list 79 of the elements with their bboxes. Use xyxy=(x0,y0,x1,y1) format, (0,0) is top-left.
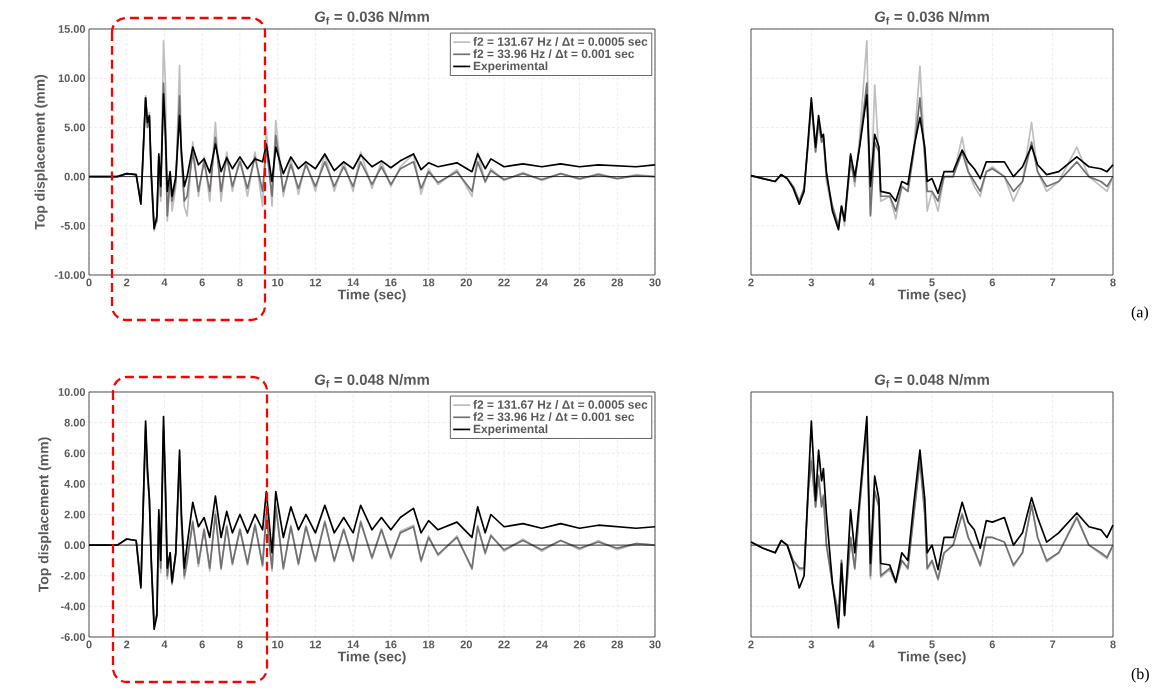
x-axis-title: Time (sec) xyxy=(897,289,966,303)
y-tick-label: -10.00 xyxy=(54,271,86,279)
y-tick-label: 4.00 xyxy=(64,480,86,488)
y-tick-label: 2.00 xyxy=(64,510,86,519)
x-tick-label: 18 xyxy=(423,278,435,287)
text: (a) xyxy=(1131,306,1148,321)
legend-label: f2 = 33.96 Hz / Δt = 0.001 sec xyxy=(473,412,635,422)
x-tick-label: 2 xyxy=(124,640,130,649)
y-tick-label: 6.00 xyxy=(64,449,86,458)
y-tick-label: 10.00 xyxy=(58,388,86,396)
x-tick-label: 2 xyxy=(748,640,754,649)
chart-title: G$_{f}$ = 0.048 N/mm xyxy=(314,374,429,388)
y-tick-label: 15.00 xyxy=(58,25,86,33)
chart-title: G$_{f}$ = 0.036 N/mm xyxy=(314,11,429,25)
x-tick-label: 12 xyxy=(310,640,322,649)
y-tick-label: -5.00 xyxy=(60,221,86,230)
x-tick-label: 22 xyxy=(498,640,510,649)
x-tick-label: 10 xyxy=(272,278,284,287)
x-tick-label: 5 xyxy=(929,278,935,287)
x-tick-label: 8 xyxy=(1110,640,1116,649)
x-axis-title: Time (sec) xyxy=(337,289,406,303)
chart-title: G$_{f}$ = 0.036 N/mm xyxy=(874,11,989,25)
legend-label: f2 = 131.67 Hz / Δt = 0.0005 sec xyxy=(473,37,648,46)
y-tick-label: -4.00 xyxy=(60,602,86,611)
x-tick-label: 2 xyxy=(124,278,130,287)
x-tick-label: 4 xyxy=(161,640,168,649)
x-tick-label: 8 xyxy=(237,278,243,287)
y-tick-label: 0.00 xyxy=(64,541,86,549)
y-axis-title: Top displacement (mm) xyxy=(34,74,48,230)
x-tick-label: 26 xyxy=(573,640,586,649)
x-tick-label: 26 xyxy=(573,278,586,287)
x-tick-label: 14 xyxy=(347,278,360,287)
x-tick-label: 20 xyxy=(460,278,472,287)
x-tick-label: 28 xyxy=(611,278,624,287)
x-tick-label: 6 xyxy=(989,640,995,649)
x-tick-label: 16 xyxy=(385,278,397,287)
y-tick-label: 0.00 xyxy=(64,172,86,181)
x-tick-label: 30 xyxy=(649,278,661,287)
y-tick-label: 10.00 xyxy=(58,74,86,83)
x-tick-label: 8 xyxy=(237,640,243,649)
x-tick-label: 3 xyxy=(808,278,814,287)
x-tick-label: 12 xyxy=(310,278,322,287)
legend-label: f2 = 131.67 Hz / Δt = 0.0005 sec xyxy=(473,400,648,409)
x-tick-label: 6 xyxy=(989,278,995,287)
text: (b) xyxy=(1131,668,1149,683)
x-tick-label: 6 xyxy=(199,278,205,287)
x-tick-label: 14 xyxy=(347,640,360,649)
x-tick-label: 0 xyxy=(86,640,92,649)
x-tick-label: 18 xyxy=(423,640,435,649)
y-tick-label: -2.00 xyxy=(60,571,86,580)
x-tick-label: 2 xyxy=(748,278,754,287)
x-tick-label: 28 xyxy=(611,640,624,649)
x-axis-title: Time (sec) xyxy=(897,651,966,665)
legend-label: Experimental xyxy=(473,424,548,436)
x-tick-label: 20 xyxy=(460,640,472,649)
x-tick-label: 5 xyxy=(929,640,935,649)
y-tick-label: 5.00 xyxy=(64,123,86,132)
x-tick-label: 4 xyxy=(868,278,875,287)
x-tick-label: 24 xyxy=(536,278,548,287)
x-tick-label: 0 xyxy=(86,278,92,287)
x-axis-title: Time (sec) xyxy=(337,651,406,665)
x-tick-label: 24 xyxy=(536,640,548,649)
x-tick-label: 6 xyxy=(199,640,205,649)
x-tick-label: 7 xyxy=(1050,278,1056,287)
y-axis-title: Top displacement (mm) xyxy=(38,437,52,593)
chart-title: G$_{f}$ = 0.048 N/mm xyxy=(874,374,989,388)
legend-label: Experimental xyxy=(473,61,548,73)
y-tick-label: 8.00 xyxy=(64,418,86,427)
x-tick-label: 16 xyxy=(385,640,397,649)
y-tick-label: -6.00 xyxy=(60,633,86,641)
x-tick-label: 10 xyxy=(272,640,284,649)
x-tick-label: 8 xyxy=(1110,278,1116,287)
x-tick-label: 4 xyxy=(161,278,168,287)
legend-label: f2 = 33.96 Hz / Δt = 0.001 sec xyxy=(473,49,635,59)
x-tick-label: 4 xyxy=(868,640,875,649)
x-tick-label: 3 xyxy=(808,640,814,649)
x-tick-label: 7 xyxy=(1050,640,1056,649)
x-tick-label: 30 xyxy=(649,640,661,649)
x-tick-label: 22 xyxy=(498,278,510,287)
